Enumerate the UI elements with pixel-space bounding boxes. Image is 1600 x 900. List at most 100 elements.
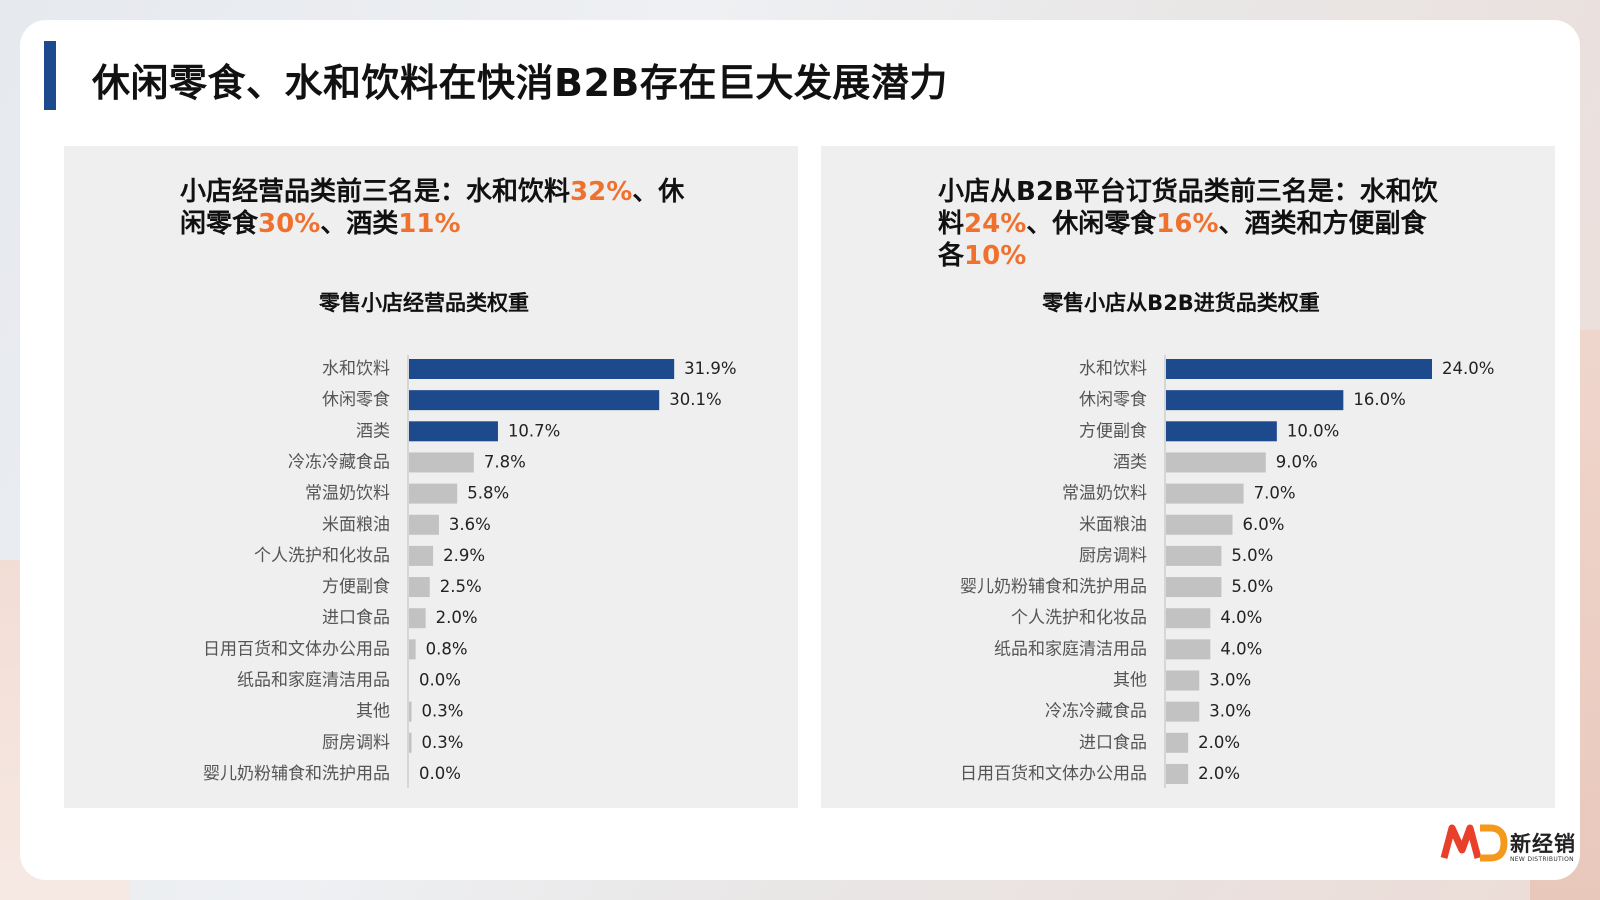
bar-value-label: 2.0% xyxy=(1198,733,1240,752)
bar-value-label: 9.0% xyxy=(1276,452,1318,471)
bar-category-label: 冷冻冷藏食品 xyxy=(288,452,390,472)
bar-value-label: 2.5% xyxy=(440,577,482,596)
bar-value-label: 30.1% xyxy=(669,390,721,409)
bar-category-label: 方便副食 xyxy=(322,577,390,597)
bar-value-label: 0.3% xyxy=(421,702,463,721)
bar-value-label: 4.0% xyxy=(1220,639,1262,658)
bar-category-label: 厨房调料 xyxy=(322,733,390,753)
bar-value-label: 16.0% xyxy=(1353,390,1405,409)
logo-name: 新经销 xyxy=(1510,832,1576,856)
bar xyxy=(1166,421,1277,442)
bar-category-label: 常温奶饮料 xyxy=(1062,484,1147,504)
bar xyxy=(1166,359,1432,379)
bar xyxy=(1166,732,1189,753)
bar-value-label: 0.3% xyxy=(421,733,463,752)
bar xyxy=(1166,763,1189,784)
bar-category-label: 进口食品 xyxy=(1079,733,1147,753)
bar-value-label: 5.0% xyxy=(1231,577,1273,596)
bar-value-label: 3.0% xyxy=(1209,702,1251,721)
bar-value-label: 0.0% xyxy=(419,764,461,783)
headline-highlight: 16% xyxy=(1156,209,1219,239)
bar-value-label: 31.9% xyxy=(684,359,736,378)
headline-highlight: 11% xyxy=(398,209,461,239)
bar-value-label: 2.0% xyxy=(1198,764,1240,783)
bar-value-label: 4.0% xyxy=(1220,608,1262,627)
bar-value-label: 0.8% xyxy=(426,639,468,658)
brand-logo: 新经销 NEW DISTRIBUTION xyxy=(1440,820,1585,880)
bar-value-label: 3.6% xyxy=(449,515,491,534)
bar-value-label: 5.0% xyxy=(1231,546,1273,565)
headline-highlight: 24% xyxy=(964,209,1027,239)
bar-category-label: 常温奶饮料 xyxy=(305,484,390,504)
bar-value-label: 6.0% xyxy=(1243,515,1285,534)
bar-category-label: 米面粮油 xyxy=(1079,515,1147,535)
headline-text: 、休闲零食 xyxy=(1026,209,1157,239)
bar xyxy=(409,701,412,722)
bar-value-label: 5.8% xyxy=(467,484,509,503)
bar-category-label: 水和饮料 xyxy=(1079,359,1147,379)
bar-category-label: 婴儿奶粉辅食和洗护用品 xyxy=(960,577,1147,597)
bar-category-label: 水和饮料 xyxy=(322,359,390,379)
headline-text: 、酒类和方便副食各 xyxy=(938,209,1427,271)
title-accent-bar xyxy=(44,41,56,110)
bar xyxy=(1166,608,1211,629)
bar xyxy=(409,390,660,411)
bar xyxy=(409,545,434,566)
bar-value-label: 24.0% xyxy=(1442,359,1494,378)
page-title: 休闲零食、水和饮料在快消B2B存在巨大发展潜力 xyxy=(92,61,948,105)
bar-value-label: 2.0% xyxy=(436,608,478,627)
bar-category-label: 酒类 xyxy=(1113,452,1147,472)
bar-category-label: 进口食品 xyxy=(322,608,390,628)
bar-value-label: 0.0% xyxy=(419,671,461,690)
bar xyxy=(1166,577,1222,598)
headline-text: 、休闲零食 xyxy=(180,177,685,239)
bar xyxy=(409,452,474,473)
bar xyxy=(1166,639,1211,660)
headline-highlight: 30% xyxy=(258,209,321,239)
bar-category-label: 米面粮油 xyxy=(322,515,390,535)
bar xyxy=(1166,452,1266,473)
bar-value-label: 10.0% xyxy=(1287,421,1339,440)
bar-category-label: 方便副食 xyxy=(1079,421,1147,441)
bar xyxy=(1166,701,1200,722)
bar xyxy=(409,639,416,660)
bar-category-label: 其他 xyxy=(1113,671,1147,691)
right-panel: 小店从B2B平台订货品类前三名是：水和饮料24%、休闲零食16%、酒类和方便副食… xyxy=(821,146,1555,808)
bar xyxy=(409,577,430,598)
bar xyxy=(409,359,675,379)
bar xyxy=(1166,390,1344,411)
bar xyxy=(409,608,426,629)
bar xyxy=(409,421,498,442)
bar-category-label: 休闲零食 xyxy=(1079,390,1147,410)
chart-title: 零售小店从B2B进货品类权重 xyxy=(1041,291,1320,315)
right-headline: 小店从B2B平台订货品类前三名是：水和饮料24%、休闲零食16%、酒类和方便副食… xyxy=(938,176,1438,272)
bar-value-label: 7.0% xyxy=(1254,484,1296,503)
bar-category-label: 冷冻冷藏食品 xyxy=(1045,702,1147,722)
bar-value-label: 7.8% xyxy=(484,452,526,471)
left-headline: 小店经营品类前三名是：水和饮料32%、休闲零食30%、酒类11% xyxy=(180,176,700,240)
headline-text: 小店从B2B平台订货品类前三名是：水和饮料 xyxy=(938,177,1438,239)
left-panel: 小店经营品类前三名是：水和饮料32%、休闲零食30%、酒类11% 零售小店经营品… xyxy=(64,146,798,808)
bar-category-label: 婴儿奶粉辅食和洗护用品 xyxy=(203,764,390,784)
bar xyxy=(409,514,439,535)
headline-highlight: 32% xyxy=(570,177,633,207)
headline-text: 、酒类 xyxy=(320,209,399,239)
bar-category-label: 日用百货和文体办公用品 xyxy=(960,764,1147,784)
bar-category-label: 休闲零食 xyxy=(322,390,390,410)
bar xyxy=(1166,670,1200,691)
bar-category-label: 个人洗护和化妆品 xyxy=(254,546,390,566)
bar-category-label: 日用百货和文体办公用品 xyxy=(203,639,390,659)
bar-category-label: 纸品和家庭清洁用品 xyxy=(237,671,390,691)
bar xyxy=(1166,483,1244,504)
headline-highlight: 10% xyxy=(964,241,1027,271)
bar-value-label: 3.0% xyxy=(1209,671,1251,690)
bar xyxy=(1166,545,1222,566)
bar-category-label: 酒类 xyxy=(356,421,390,441)
bar-value-label: 2.9% xyxy=(443,546,485,565)
bar-category-label: 厨房调料 xyxy=(1079,546,1147,566)
bar-category-label: 个人洗护和化妆品 xyxy=(1011,608,1147,628)
logo-subtitle: NEW DISTRIBUTION xyxy=(1510,856,1574,863)
bar-value-label: 10.7% xyxy=(508,421,560,440)
